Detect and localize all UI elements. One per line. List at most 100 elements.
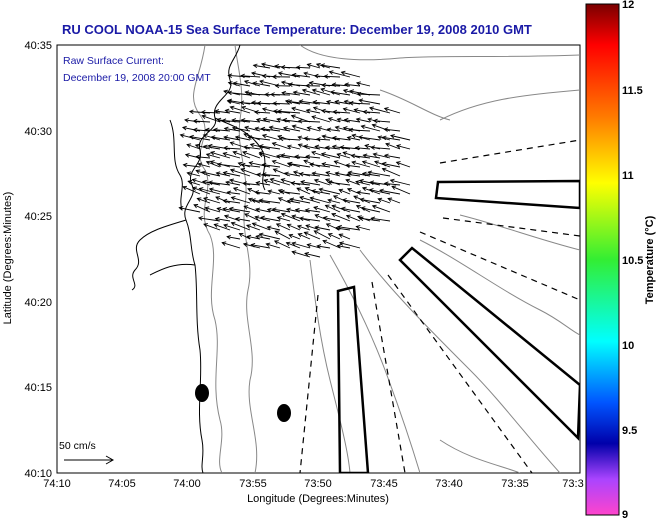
current-vector (305, 209, 321, 213)
current-vector-head (342, 151, 348, 156)
current-vector-head (300, 179, 305, 185)
x-tick-labels: 74:10 74:05 74:00 73:55 73:50 73:45 73:4… (43, 478, 583, 490)
x-tick-label: 73:40 (435, 478, 463, 490)
current-vector-head (222, 198, 228, 204)
current-vector-head (239, 100, 245, 106)
current-vector (316, 138, 331, 141)
current-vector (273, 102, 291, 105)
current-vector-head (283, 171, 289, 177)
current-vector-head (331, 135, 337, 141)
current-vector (189, 136, 211, 141)
current-vector (332, 137, 351, 141)
current-vector (327, 128, 341, 132)
current-vector-head (274, 83, 280, 89)
radar-dashed-lines (299, 139, 580, 473)
current-vector-head (338, 241, 344, 246)
current-vector-head (333, 160, 339, 165)
current-vector (373, 120, 391, 123)
current-vector-head (321, 82, 326, 88)
x-tick-label: 73:3 (562, 478, 583, 490)
current-vector-head (323, 74, 329, 79)
current-vector-head (395, 144, 401, 149)
current-vector-head (291, 241, 297, 247)
current-vector (256, 235, 271, 240)
bathymetry-contours (193, 45, 580, 473)
current-vector-head (334, 125, 340, 131)
current-vector-head (243, 133, 249, 138)
current-vector (312, 89, 331, 96)
current-vector-head (308, 80, 314, 86)
current-vector-head (371, 204, 377, 210)
current-vector (262, 134, 281, 141)
current-vector-head (331, 82, 337, 87)
current-vector-head (334, 99, 340, 105)
current-vector (361, 207, 381, 213)
current-vector (266, 243, 281, 249)
current-vector-head (320, 63, 325, 68)
current-vector-head (285, 207, 291, 213)
current-vector-head (250, 71, 256, 76)
current-vector (311, 116, 331, 123)
current-vector-head (224, 108, 230, 114)
current-vector-head (280, 212, 286, 218)
current-vector-head (314, 225, 320, 230)
current-vector-head (221, 241, 227, 246)
current-vector-head (276, 216, 282, 221)
current-vector-head (284, 99, 290, 104)
current-vector (195, 156, 211, 159)
current-vector-head (298, 171, 304, 177)
current-vector-head (311, 150, 316, 156)
current-vector-head (254, 109, 259, 115)
current-vector-head (277, 109, 282, 114)
current-vector-head (296, 224, 302, 230)
current-vector-head (264, 92, 270, 97)
current-vector-head (304, 208, 310, 213)
current-vector-head (260, 126, 266, 132)
current-vector (327, 199, 341, 204)
current-vector (247, 188, 261, 195)
current-vector (262, 108, 281, 114)
current-vector-head (291, 124, 297, 130)
current-vector (298, 144, 311, 150)
current-vector (304, 231, 321, 240)
current-vector-head (240, 118, 246, 123)
current-vector-head (381, 167, 387, 172)
current-vector (348, 171, 371, 177)
current-vector (182, 186, 201, 195)
current-vector (371, 146, 391, 150)
current-vector (378, 198, 391, 204)
current-vector (216, 172, 231, 177)
current-vector-head (297, 118, 303, 124)
colorbar-tick-label: 12 (622, 0, 634, 11)
current-vector-head (348, 100, 354, 106)
current-vector-head (372, 152, 378, 158)
current-vector (315, 226, 331, 231)
current-vector-head (252, 63, 258, 69)
current-vector (279, 138, 301, 141)
current-vector (335, 172, 351, 177)
current-vector-head (389, 178, 395, 184)
current-vector (193, 120, 211, 123)
current-vector-head (377, 197, 383, 203)
current-vector (225, 109, 241, 114)
current-vector (215, 196, 231, 204)
current-vector-head (230, 221, 236, 227)
current-vector-head (342, 88, 348, 94)
current-vector-head (294, 207, 300, 213)
current-vector-head (368, 188, 374, 193)
current-vector (325, 146, 341, 150)
current-vector-head (345, 163, 350, 168)
current-vector (198, 217, 221, 222)
current-vector (296, 187, 311, 195)
current-vector-head (205, 152, 211, 158)
current-vector-head (228, 206, 234, 212)
current-vector (229, 179, 251, 186)
current-vector-head (258, 232, 264, 238)
current-vector (203, 197, 221, 204)
current-vector-head (336, 243, 342, 249)
current-vector (299, 196, 321, 204)
current-vector (339, 233, 351, 240)
current-vector-head (277, 189, 283, 194)
current-vector (232, 119, 251, 123)
current-vector-head (322, 215, 328, 221)
